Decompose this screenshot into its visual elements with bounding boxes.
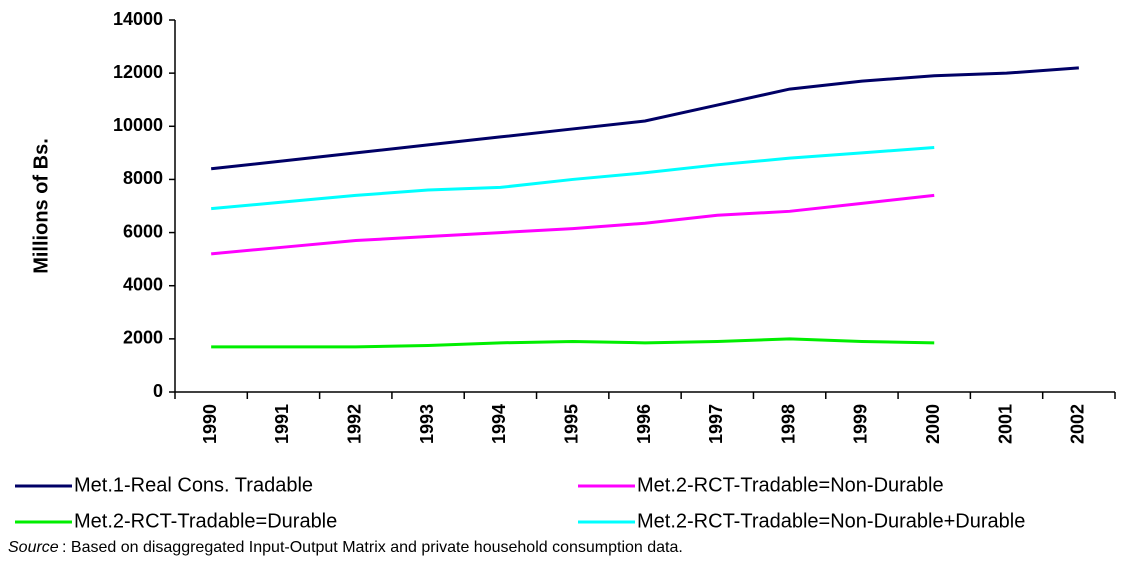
x-tick-label: 1990	[200, 404, 220, 444]
source-label: Source	[8, 539, 59, 556]
x-tick-label: 2000	[923, 404, 943, 444]
y-tick-label: 8000	[123, 168, 163, 188]
x-tick-label: 1998	[778, 404, 798, 444]
x-tick-label: 1991	[272, 404, 292, 444]
x-tick-label: 2001	[995, 404, 1015, 444]
source-text: : Based on disaggregated Input-Output Ma…	[62, 539, 683, 556]
legend-label: Met.2-RCT-Tradable=Durable	[74, 510, 337, 532]
x-tick-label: 1997	[706, 404, 726, 444]
x-tick-label: 1999	[851, 404, 871, 444]
legend-label: Met.2-RCT-Tradable=Non-Durable+Durable	[637, 510, 1025, 532]
y-tick-label: 14000	[113, 9, 163, 29]
series-line	[211, 146, 935, 211]
series-line	[211, 193, 935, 256]
legend-label: Met.1-Real Cons. Tradable	[74, 474, 313, 496]
y-tick-label: 0	[153, 381, 163, 401]
y-tick-label: 6000	[123, 221, 163, 241]
y-tick-label: 4000	[123, 274, 163, 294]
x-tick-label: 1992	[345, 404, 365, 444]
y-tick-label: 12000	[113, 62, 163, 82]
x-tick-label: 1996	[634, 404, 654, 444]
y-tick-label: 2000	[123, 328, 163, 348]
y-axis-label: Millions of Bs.	[30, 138, 52, 274]
x-tick-label: 1994	[489, 404, 509, 444]
series-line	[211, 337, 935, 349]
x-tick-label: 2002	[1068, 404, 1088, 444]
series-line	[210, 66, 1079, 171]
y-tick-label: 10000	[113, 115, 163, 135]
x-tick-label: 1995	[561, 404, 581, 444]
legend-label: Met.2-RCT-Tradable=Non-Durable	[637, 474, 944, 496]
x-tick-label: 1993	[417, 404, 437, 444]
